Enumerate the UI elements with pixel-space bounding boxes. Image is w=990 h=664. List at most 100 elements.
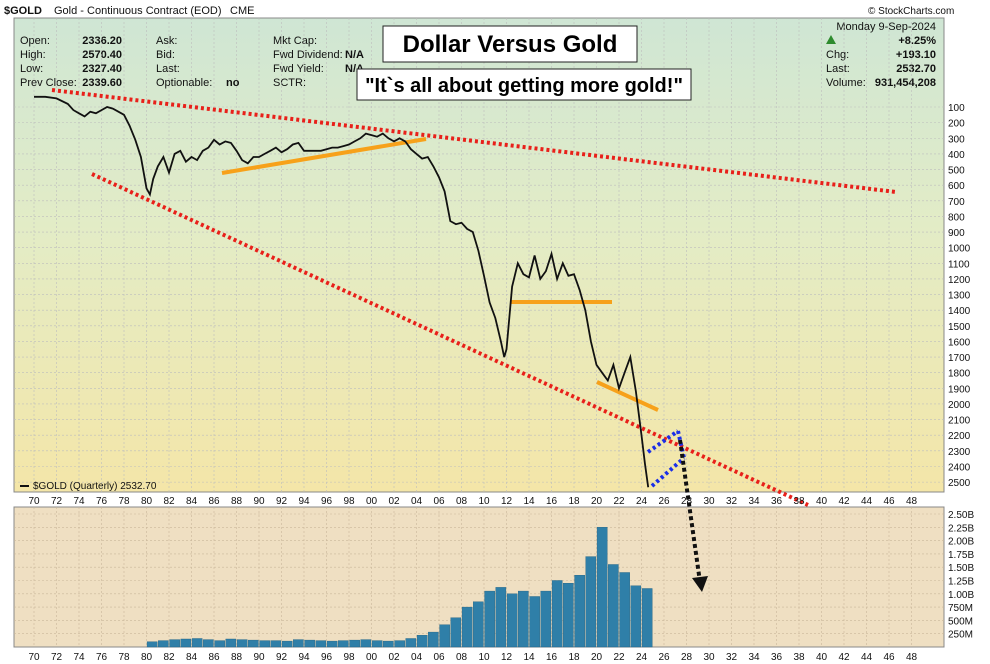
x-tick-label-bottom: 94 (298, 652, 310, 663)
x-tick-label-bottom: 84 (186, 652, 198, 663)
volume-bar (484, 590, 495, 648)
x-tick-label-bottom: 04 (411, 652, 423, 663)
volume-bar (495, 587, 507, 648)
volume-bar (169, 639, 180, 648)
price-tick-label: 500 (948, 166, 965, 177)
volume-bar (203, 639, 214, 648)
x-tick-label-bottom: 34 (748, 652, 760, 663)
volume-bar (439, 624, 450, 648)
price-tick-label: 2400 (948, 462, 971, 473)
x-tick-label: 44 (861, 496, 873, 507)
header-field-value: 2570.40 (82, 49, 122, 61)
volume-bar (371, 640, 383, 648)
volume-bar (259, 640, 270, 648)
x-tick-label-bottom: 14 (523, 652, 535, 663)
x-tick-label-bottom: 82 (163, 652, 175, 663)
x-tick-label: 76 (96, 496, 108, 507)
header-field-label: Fwd Dividend: (273, 49, 343, 61)
volume-tick-label: 250M (948, 630, 973, 641)
legend-label: $GOLD (Quarterly) 2532.70 (33, 481, 157, 492)
price-tick-label: 1200 (948, 275, 971, 286)
upper-red-trendline (51, 88, 897, 194)
price-tick-label: 1900 (948, 384, 971, 395)
price-tick-label: 800 (948, 212, 965, 223)
symbol: $GOLD (4, 5, 42, 17)
x-tick-label: 08 (456, 496, 468, 507)
header-field-label: Last: (156, 63, 180, 75)
x-tick-label-bottom: 48 (906, 652, 918, 663)
x-tick-label: 90 (253, 496, 265, 507)
volume-bar (214, 640, 225, 648)
volume-bar (428, 631, 439, 648)
x-tick-label-bottom: 74 (73, 652, 85, 663)
x-tick-label: 80 (141, 496, 153, 507)
price-tick-label: 1700 (948, 353, 971, 364)
volume-bar (416, 635, 428, 648)
header-field-label: Optionable: (156, 77, 212, 89)
volume-bar (146, 641, 158, 648)
volume-tick-label: 1.25B (948, 577, 974, 588)
x-tick-label: 86 (208, 496, 220, 507)
x-tick-label: 34 (748, 496, 760, 507)
x-tick-label: 18 (568, 496, 580, 507)
volume-bar (281, 640, 293, 648)
volume-bar (596, 527, 608, 648)
x-tick-label: 38 (793, 496, 805, 507)
annotation-title: Dollar Versus Gold (403, 31, 618, 58)
x-tick-label-bottom: 38 (793, 652, 805, 663)
x-tick-label: 10 (478, 496, 490, 507)
x-tick-label-bottom: 44 (861, 652, 873, 663)
orange-trendline-3 (596, 380, 659, 412)
price-tick-label: 2000 (948, 400, 971, 411)
volume-bar (518, 590, 529, 648)
header-field-value: +193.10 (896, 49, 936, 61)
x-tick-label: 84 (186, 496, 198, 507)
header-field-label: Prev Close: (20, 77, 77, 89)
price-tick-label: 600 (948, 181, 965, 192)
x-tick-label-bottom: 70 (28, 652, 40, 663)
blue-channel-upper (646, 429, 680, 454)
x-tick-label: 82 (163, 496, 175, 507)
header-field-label: Volume: (826, 77, 866, 89)
x-tick-label-bottom: 42 (838, 652, 850, 663)
volume-bar (506, 593, 518, 648)
volume-tick-label: 2.25B (948, 523, 974, 534)
volume-bar (563, 583, 574, 648)
x-tick-label-bottom: 88 (231, 652, 243, 663)
x-tick-label: 72 (51, 496, 63, 507)
x-tick-label-bottom: 16 (546, 652, 558, 663)
x-tick-label-bottom: 76 (96, 652, 108, 663)
price-tick-label: 300 (948, 134, 965, 145)
x-tick-label-bottom: 96 (321, 652, 333, 663)
volume-tick-label: 1.75B (948, 550, 974, 561)
price-tick-label: 2300 (948, 447, 971, 458)
header-field-value: 2532.70 (896, 63, 936, 75)
volume-bar (529, 596, 540, 648)
price-tick-label: 1800 (948, 369, 971, 380)
header-field-label: High: (20, 49, 46, 61)
volume-bar (338, 640, 349, 648)
volume-bar (326, 640, 338, 648)
exchange: CME (230, 5, 254, 17)
volume-bar (191, 638, 203, 648)
x-tick-label-bottom: 92 (276, 652, 288, 663)
volume-tick-label: 500M (948, 616, 973, 627)
x-tick-label: 14 (523, 496, 535, 507)
x-tick-label-bottom: 80 (141, 652, 153, 663)
price-tick-label: 1500 (948, 322, 971, 333)
header-field-label: Open: (20, 35, 50, 47)
x-tick-label-bottom: 86 (208, 652, 220, 663)
x-tick-label: 24 (636, 496, 648, 507)
volume-bar (304, 639, 315, 648)
volume-bar (630, 585, 642, 648)
price-tick-label: 1600 (948, 337, 971, 348)
x-tick-label: 40 (816, 496, 828, 507)
volume-bar (293, 639, 304, 648)
volume-bar (349, 639, 360, 648)
quote-annotation: "It`s all about getting more gold!" (356, 68, 692, 101)
x-tick-label: 46 (883, 496, 895, 507)
price-tick-label: 2200 (948, 431, 971, 442)
volume-bar (461, 606, 473, 648)
annotation-quote: "It`s all about getting more gold!" (365, 75, 683, 97)
header-field-value: 2339.60 (82, 77, 122, 89)
